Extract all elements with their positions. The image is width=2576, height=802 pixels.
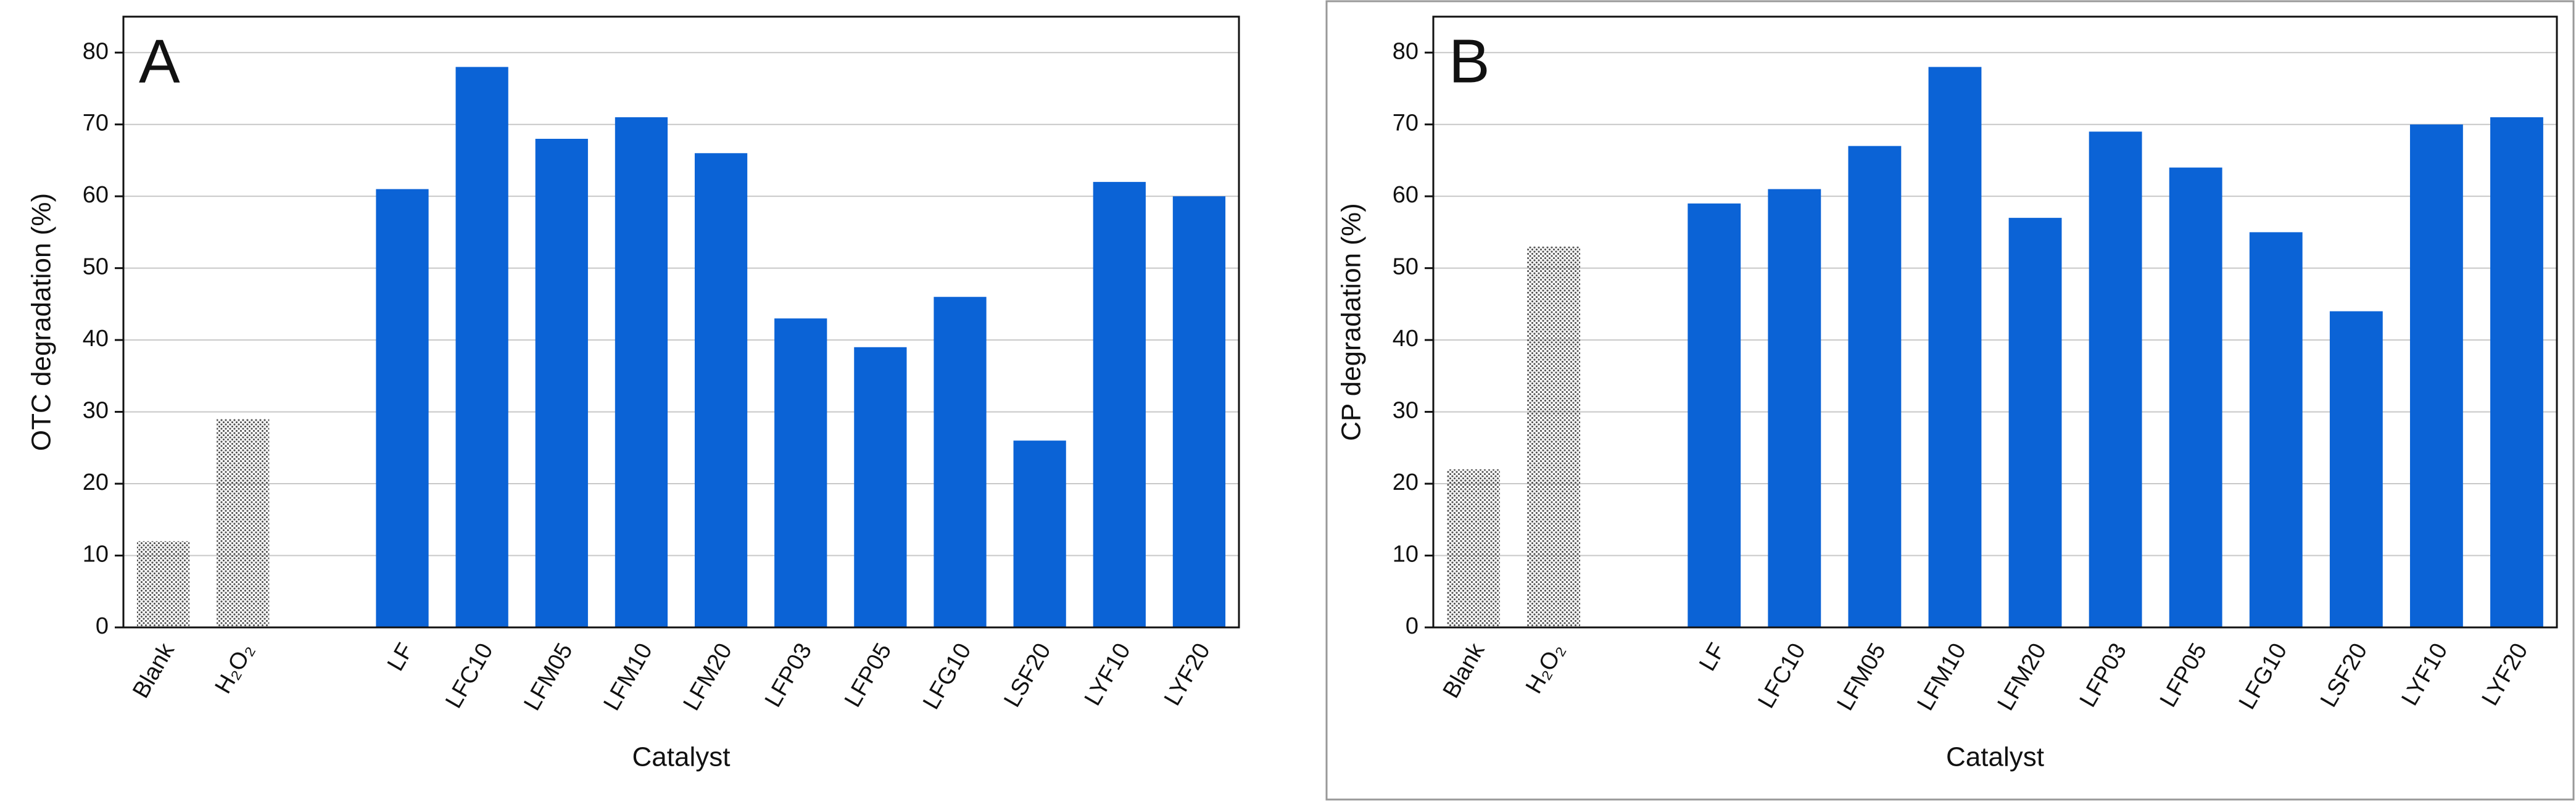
bar [217,419,270,627]
x-tick-label: H₂O₂ [1521,639,1570,698]
bar [376,189,429,627]
plot-frame [122,15,1240,629]
x-tick-label: LFM05 [519,639,578,715]
y-tick-label: 10 [1393,542,1418,568]
bar [136,541,190,627]
panel-label: A [139,27,180,96]
bar [1688,203,1741,628]
x-tick-label: LSF20 [999,639,1056,712]
x-tick-label: LYF10 [2396,639,2453,711]
bar [1172,196,1226,627]
x-tick-label: Blank [128,639,180,703]
x-tick-label: H₂O₂ [210,639,260,698]
bar [1768,189,1821,627]
y-tick-label: 50 [83,254,109,280]
x-tick-label: LFG10 [918,639,976,714]
x-tick-label: LF [1694,639,1731,676]
y-tick-label: 10 [83,542,109,568]
x-tick-label: LSF20 [2316,639,2372,712]
x-tick-label: LFM20 [1993,639,2052,715]
y-tick-label: 40 [1393,326,1418,352]
y-tick-label: 0 [1406,613,1418,639]
y-tick-label: 0 [96,613,109,639]
plot-frame [1432,15,2558,629]
y-tick-label: 70 [83,110,109,136]
x-tick-label: LFG10 [2234,639,2292,714]
y-tick-label: 30 [1393,398,1418,424]
y-axis-title: OTC degradation (%) [27,193,57,451]
x-tick-label: LYF20 [2477,639,2533,711]
panel-border [1325,0,2575,801]
x-tick-label: LFM10 [598,639,658,715]
x-axis-title: Catalyst [632,742,731,772]
y-tick-label: 60 [83,182,109,208]
bar [455,67,508,627]
x-tick-label: Blank [1438,639,1490,703]
x-tick-label: LFP05 [2155,639,2212,712]
bar [615,117,668,627]
bar [2409,124,2463,628]
y-tick-label: 60 [1393,182,1418,208]
y-tick-label: 70 [1393,110,1418,136]
x-tick-label: LFP05 [840,639,897,712]
x-tick-label: LFP03 [760,639,817,712]
x-tick-label: LYF10 [1080,639,1136,711]
x-tick-label: LF [383,639,419,676]
x-tick-label: LFC10 [1753,639,1810,713]
x-tick-label: LFM20 [679,639,738,715]
bar [1848,146,1902,627]
bar [2490,117,2543,627]
x-tick-label: LYF20 [1159,639,1216,711]
bar [2249,232,2303,628]
y-tick-label: 20 [83,469,109,495]
bar [854,347,907,627]
y-tick-label: 80 [1393,38,1418,64]
x-tick-label: LFP03 [2075,639,2132,712]
y-tick-label: 80 [83,38,109,64]
bar [694,153,748,627]
panel-label: B [1449,27,1490,96]
y-tick-label: 20 [1393,469,1418,495]
bar [535,139,588,627]
bar [1093,181,1146,628]
bar [774,318,827,627]
y-axis-title: CP degradation (%) [1336,203,1367,441]
bar [1928,67,1982,627]
bar [2008,218,2062,627]
x-axis-title: Catalyst [1946,742,2044,772]
x-tick-label: LFM10 [1912,639,1971,715]
bar [1447,469,1500,627]
bar [934,297,987,627]
bar [1013,440,1066,627]
x-tick-label: LFC10 [441,639,498,713]
bar [1527,246,1581,627]
y-tick-label: 40 [83,326,109,352]
y-tick-label: 50 [1393,254,1418,280]
bar [2089,131,2142,628]
bar [2169,167,2222,627]
y-tick-label: 30 [83,398,109,424]
bar [2329,311,2383,627]
x-tick-label: LFM05 [1832,639,1891,715]
